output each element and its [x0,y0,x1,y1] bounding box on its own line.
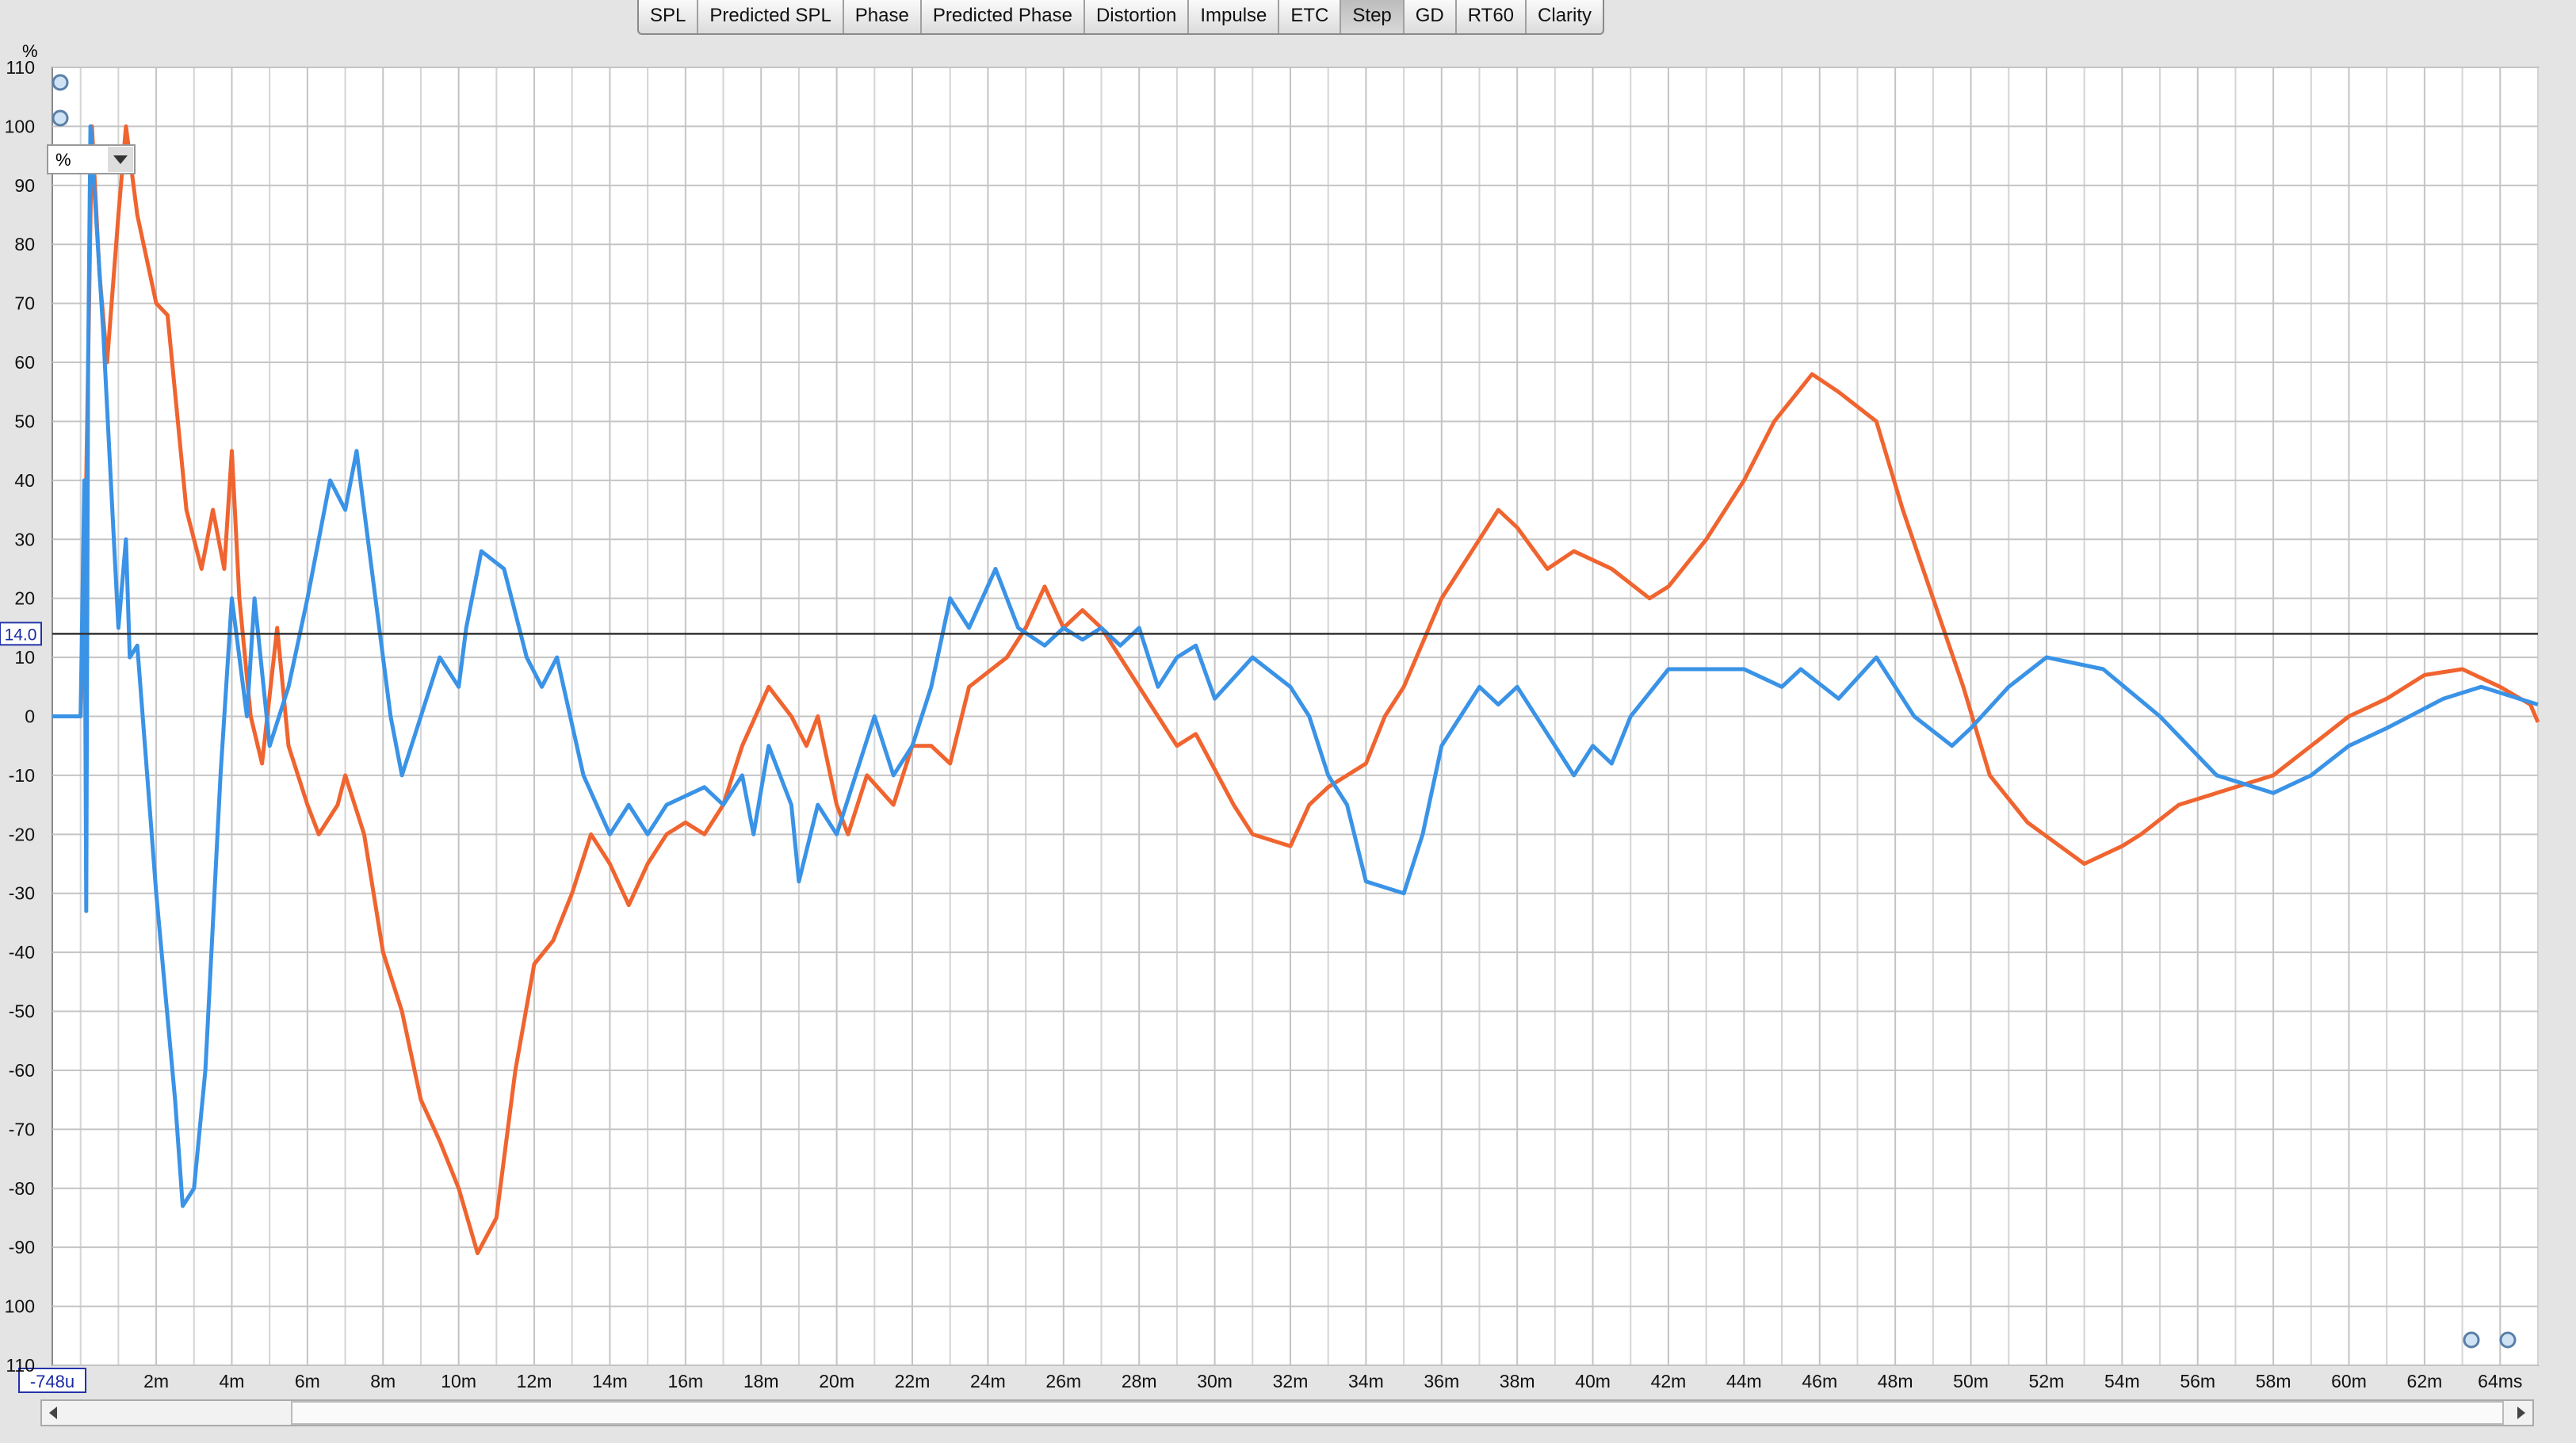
x-tick-label: 56m [2180,1371,2215,1391]
x-tick-label: 30m [1197,1371,1233,1391]
tab[interactable]: ETC [1278,0,1340,33]
y-tick-label: -20 [9,824,35,844]
y-tick-label: -30 [9,883,35,904]
series-lines [52,124,2540,1256]
cursor-box [0,622,42,646]
x-tick-label: 8m [370,1371,396,1391]
scroll-right[interactable] [2517,1407,2525,1419]
x-tick-label: 22m [895,1371,931,1391]
x-tick-label: 54m [2104,1371,2140,1391]
tab[interactable]: SPL [650,5,686,26]
scrollbar[interactable] [40,1399,2534,1426]
x-tick-label: 10m [441,1371,476,1391]
x-tick-label: 44m [1726,1371,1762,1391]
x-tick-label: 16m [667,1371,703,1391]
x-tick-label: 14m [592,1371,628,1391]
y-tick-label: 60 [14,352,35,373]
scroll-thumb[interactable] [291,1401,2504,1425]
x-tick-label: 18m [743,1371,779,1391]
tab[interactable]: Phase [842,0,920,33]
x-tick-label: 24m [970,1371,1006,1391]
y-tick-label: 100 [5,116,35,136]
y-tick-label: 70 [14,293,35,314]
y-tick-label: 110 [6,1355,35,1376]
tab[interactable]: Predicted Phase [919,0,1084,33]
x-tick-label: 40m [1575,1371,1611,1391]
x-tick-label: 60m [2331,1371,2367,1391]
x-tick-label: 38m [1500,1371,1535,1391]
y-tick-label: 20 [14,588,35,609]
y-tick-label: -70 [9,1119,35,1139]
y-tick-label: -60 [9,1060,35,1081]
tab[interactable]: Clarity [1525,0,1603,33]
cursor-label: 14.0 [5,626,37,644]
x-tick-label: 64ms [2478,1371,2522,1391]
y-tick-label: 40 [14,470,35,491]
x-tick-label: 46m [1802,1371,1837,1391]
x-tick-label: 20m [819,1371,854,1391]
x-tick-label: 12m [517,1371,552,1391]
x-tick-label: 26m [1045,1371,1081,1391]
x-tick-label: 52m [2029,1371,2065,1391]
y-tick-label: 0 [25,706,35,727]
y-tick-label: -10 [9,765,35,786]
y-tick-label: 30 [14,529,35,549]
x-tick-label: 28m [1122,1371,1157,1391]
y-tick-label: -50 [9,1001,35,1022]
tab[interactable]: Impulse [1187,0,1278,33]
y-tick-label: 100 [5,1296,35,1317]
y-tick-label: -90 [9,1237,35,1257]
tab[interactable]: Distortion [1083,0,1187,33]
zoom-out-x[interactable] [2463,1331,2480,1349]
x-start-label: -748u [30,1372,75,1391]
x-tick-label: 58m [2256,1371,2291,1391]
scroll-left[interactable] [49,1407,57,1419]
unit-label: % [55,150,71,170]
x-tick-label: 36m [1424,1371,1459,1391]
tab-bar: SPL Predicted SPL Phase Predicted Phase Dist… [637,0,1605,35]
tab[interactable]: GD [1402,0,1455,33]
y-tick-label: 10 [14,647,35,668]
y-tick-label: 80 [14,234,35,255]
x-tick-label: 2m [143,1371,169,1391]
x-tick-label: 42m [1651,1371,1687,1391]
grid [52,67,2539,1366]
x-tick-label: 4m [219,1371,244,1391]
series-line [52,124,2539,1208]
y-tick-label: 110 [6,57,35,78]
unit-selector[interactable]: % [47,144,136,174]
y-unit: % [22,41,38,61]
y-tick-label: -40 [9,942,35,963]
zoom-out[interactable] [52,109,69,127]
x-tick-label: 50m [1953,1371,1989,1391]
zoom-in-x[interactable] [2499,1331,2517,1349]
y-tick-label: -80 [9,1178,35,1199]
dropdown-arrow [113,155,128,164]
tab[interactable]: Predicted SPL [697,0,842,33]
x-start-box [18,1368,86,1393]
x-tick-label: 48m [1878,1371,1913,1391]
x-tick-label: 62m [2407,1371,2443,1391]
zoom-in[interactable] [52,74,69,91]
tab[interactable]: Step [1340,0,1403,33]
tab[interactable]: RT60 [1454,0,1525,33]
x-tick-label: 34m [1348,1371,1384,1391]
x-tick-label: 32m [1273,1371,1309,1391]
y-tick-label: 90 [14,175,35,196]
zoom-icons[interactable] [52,74,2517,1349]
y-tick-label: 50 [14,411,35,431]
x-tick-label: 6m [295,1371,320,1391]
